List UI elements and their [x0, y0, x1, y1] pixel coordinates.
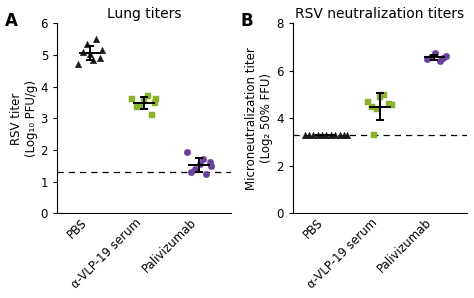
Point	[74, 62, 82, 66]
Point	[436, 59, 444, 64]
Text: A: A	[5, 12, 18, 30]
Point	[187, 170, 195, 175]
Point	[191, 167, 199, 171]
Point	[301, 133, 309, 137]
Point	[148, 112, 155, 117]
Point	[364, 99, 372, 104]
Point	[310, 133, 317, 137]
Point	[80, 49, 87, 54]
Point	[92, 37, 100, 42]
Point	[373, 106, 380, 111]
Point	[196, 162, 204, 167]
Point	[318, 133, 326, 137]
Point	[133, 105, 140, 110]
Point	[153, 96, 160, 101]
Point	[385, 102, 392, 106]
Point	[336, 133, 343, 137]
Point	[151, 100, 159, 105]
Point	[376, 95, 383, 100]
Point	[331, 133, 339, 137]
Title: RSV neutralization titers: RSV neutralization titers	[295, 7, 465, 21]
Y-axis label: Microneutralization titer
(Log₂ 50% FFU): Microneutralization titer (Log₂ 50% FFU)	[246, 47, 273, 190]
Point	[86, 51, 93, 56]
Y-axis label: RSV titer
(Log₁₀ PFU/g): RSV titer (Log₁₀ PFU/g)	[10, 80, 38, 157]
Point	[323, 133, 330, 137]
Point	[98, 48, 106, 53]
Point	[443, 53, 450, 58]
Text: B: B	[240, 12, 253, 30]
Point	[314, 133, 321, 137]
Point	[343, 133, 351, 137]
Point	[128, 97, 136, 102]
Point	[432, 51, 439, 55]
Point	[381, 92, 388, 97]
Point	[183, 149, 191, 154]
Point	[427, 54, 435, 59]
Point	[368, 104, 376, 109]
Point	[206, 160, 213, 164]
Point	[96, 56, 103, 61]
Point	[340, 133, 347, 137]
Point	[140, 99, 148, 103]
Point	[207, 163, 215, 168]
Point	[305, 133, 313, 137]
Point	[202, 171, 210, 176]
Point	[83, 42, 91, 46]
Point	[388, 103, 396, 108]
Point	[327, 133, 335, 137]
Point	[371, 133, 378, 137]
Point	[199, 157, 207, 162]
Point	[137, 103, 145, 108]
Point	[439, 55, 447, 60]
Title: Lung titers: Lung titers	[107, 7, 182, 21]
Point	[423, 57, 430, 61]
Point	[144, 94, 152, 99]
Point	[89, 58, 97, 62]
